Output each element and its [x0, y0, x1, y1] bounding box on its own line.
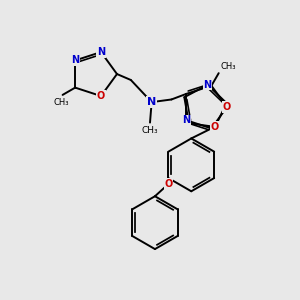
Text: CH₃: CH₃ — [53, 98, 69, 106]
Text: N: N — [182, 115, 190, 125]
Text: O: O — [164, 179, 172, 189]
Text: O: O — [97, 91, 105, 101]
Text: N: N — [97, 47, 105, 57]
Text: O: O — [223, 102, 231, 112]
Text: O: O — [211, 122, 219, 132]
Text: CH₃: CH₃ — [220, 61, 236, 70]
Text: N: N — [71, 56, 79, 65]
Text: CH₃: CH₃ — [142, 126, 158, 135]
Text: N: N — [147, 97, 156, 107]
Text: N: N — [204, 80, 212, 90]
